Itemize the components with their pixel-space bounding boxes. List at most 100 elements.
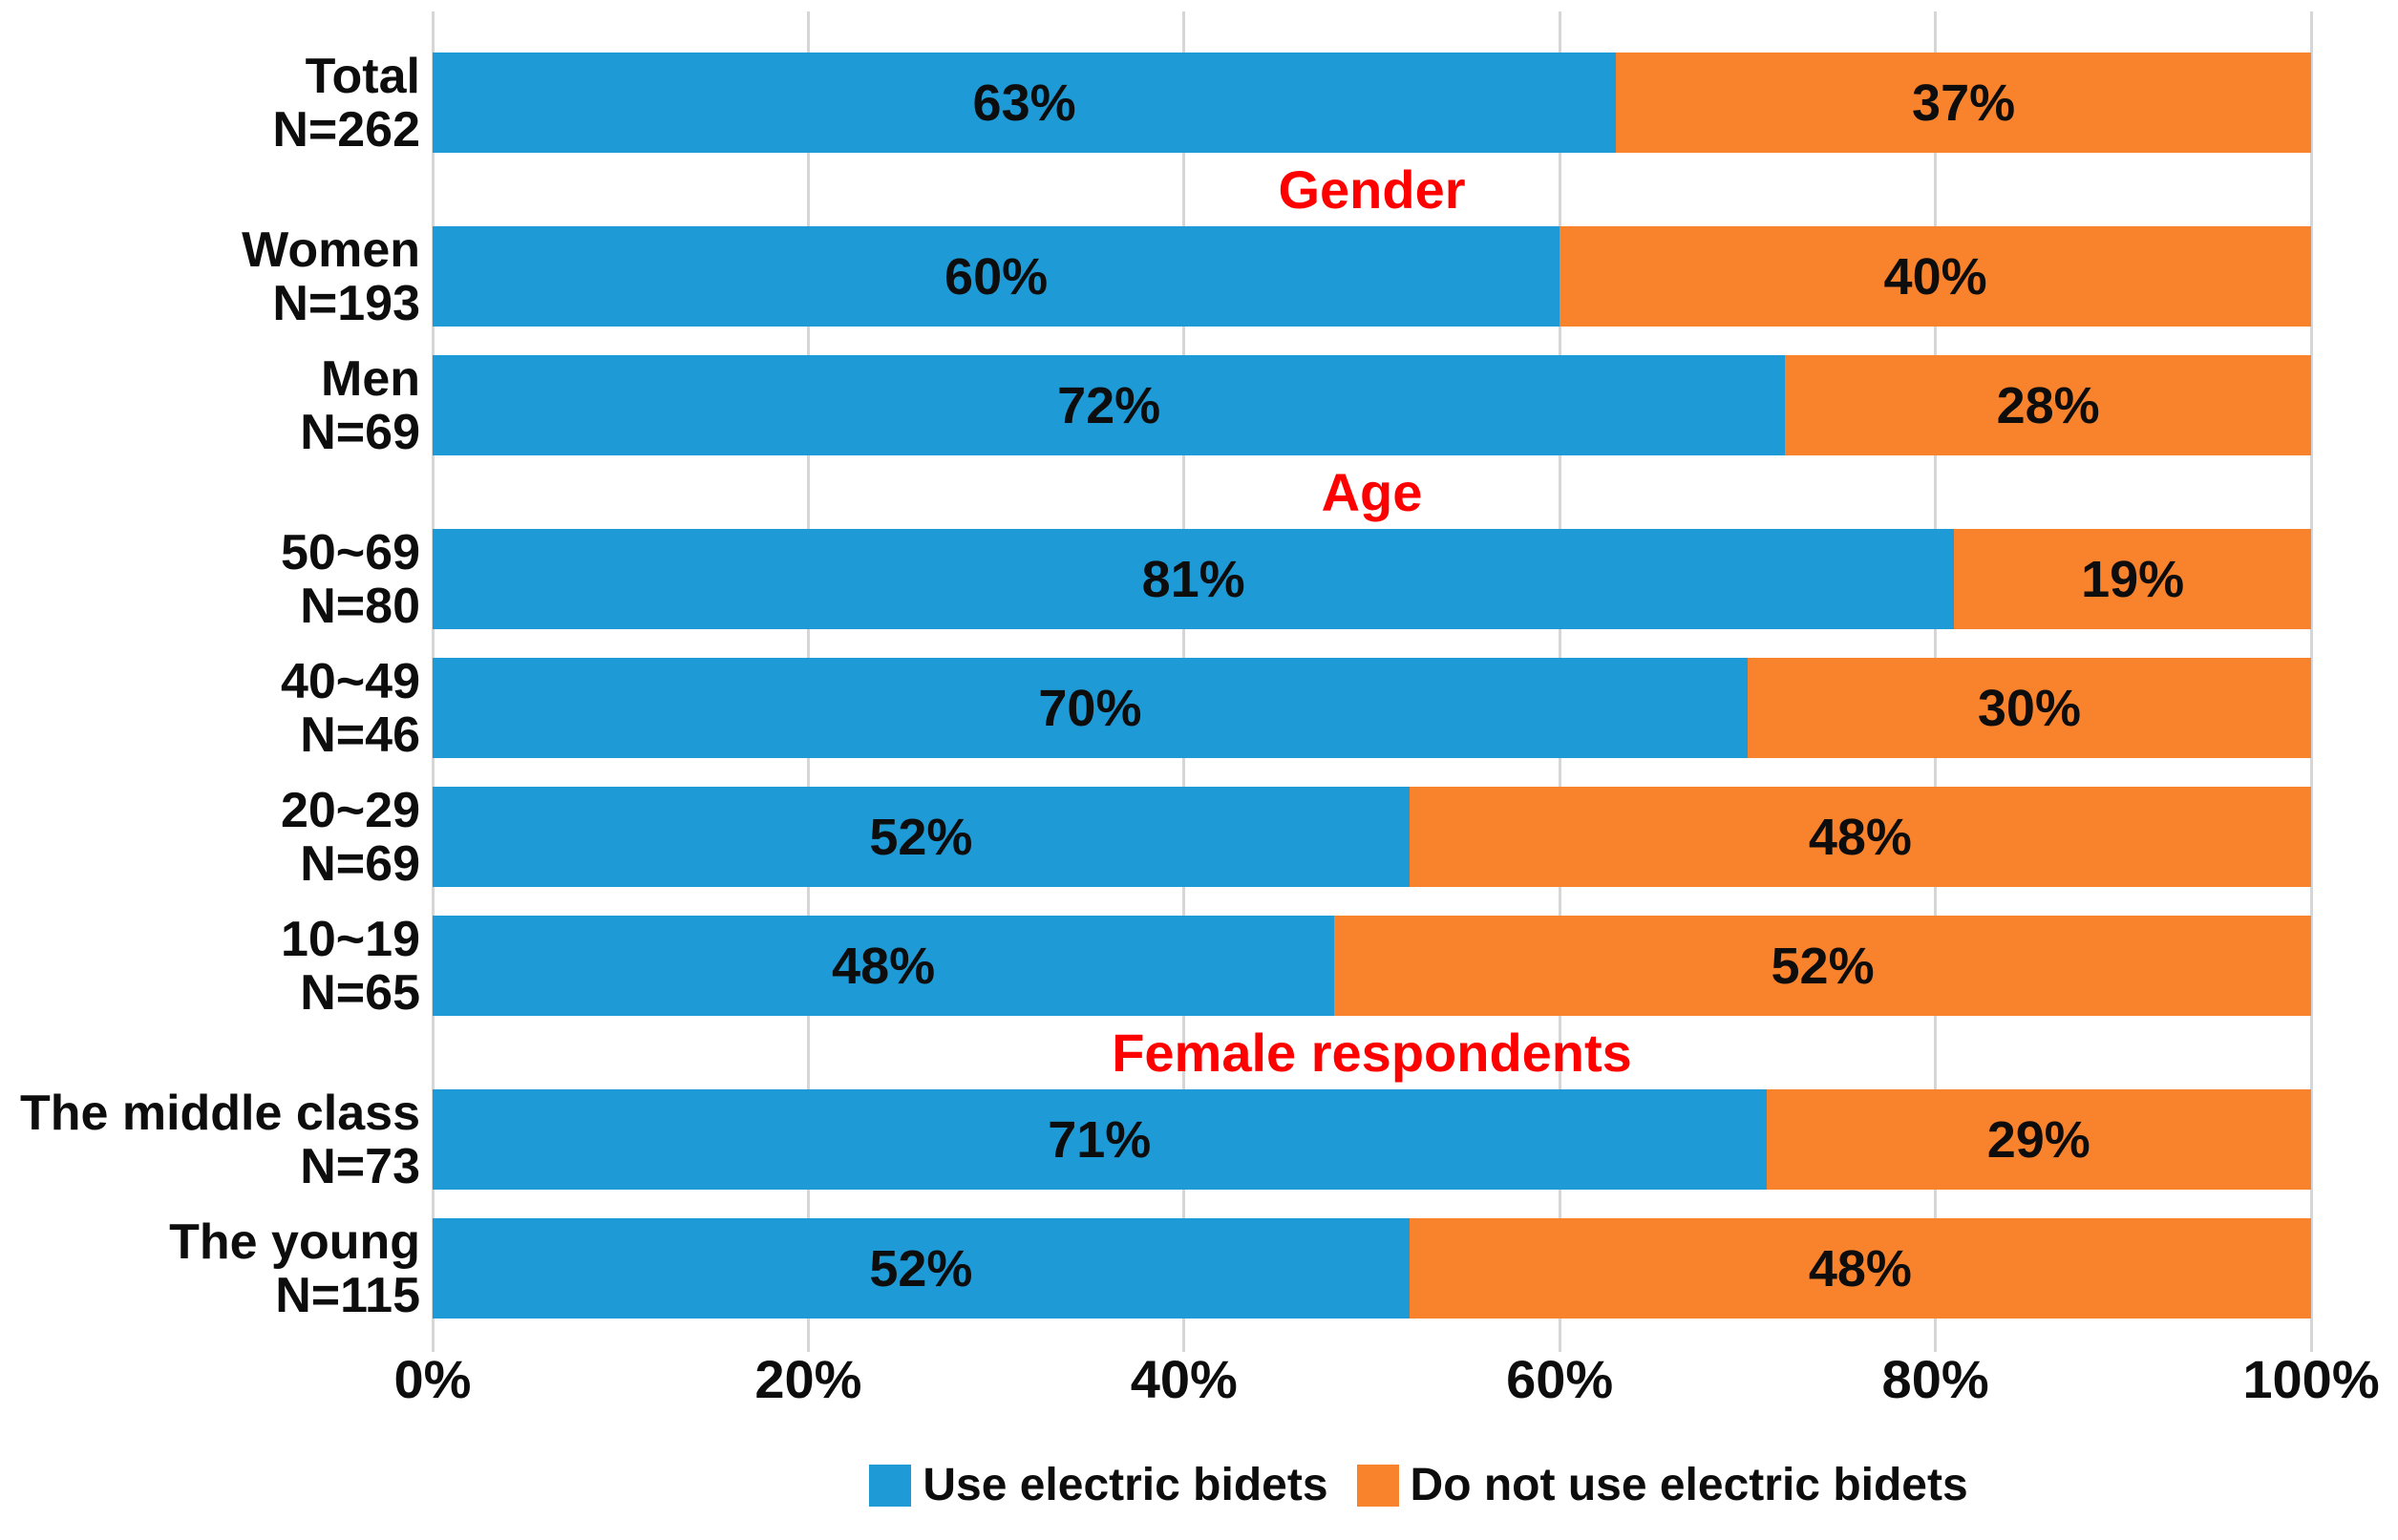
category-sample-size: N=69 [300, 835, 420, 892]
category-label: 50~69 N=80 [0, 524, 420, 633]
tick-mark-80 [1934, 1327, 1938, 1352]
category-name: 50~69 [280, 524, 420, 580]
segment-notuse-value: 30% [1977, 679, 2081, 737]
x-tick-label-20: 20% [754, 1349, 862, 1409]
x-tick-label-40: 40% [1130, 1349, 1238, 1409]
category-sample-size: N=193 [272, 275, 420, 331]
legend-item-use: Use electric bidets [869, 1460, 1328, 1511]
category-label: Total N=262 [0, 48, 420, 157]
category-sample-size: N=262 [272, 101, 420, 158]
segment-use: 71% [433, 1089, 1767, 1190]
bar-row: Total N=262 63% 37% [272, 50, 2311, 157]
segment-use: 70% [433, 658, 1748, 758]
segment-use: 52% [433, 787, 1410, 887]
x-tick-label-100: 100% [2242, 1349, 2380, 1409]
segment-notuse-value: 29% [1986, 1110, 2090, 1169]
tick-mark-40 [1182, 1327, 1186, 1352]
bar-row: Women N=193 60% 40% [242, 223, 2311, 330]
x-tick-label-0: 0% [393, 1349, 472, 1409]
tick-mark-0 [431, 1327, 435, 1352]
segment-notuse: 19% [1954, 529, 2311, 629]
category-sample-size: N=80 [300, 578, 420, 634]
segment-notuse: 30% [1747, 658, 2311, 758]
legend-swatch-use-icon [869, 1465, 912, 1507]
category-sample-size: N=73 [300, 1138, 420, 1194]
bar-row: The middle class N=73 71% 29% [20, 1086, 2311, 1193]
segment-notuse: 37% [1616, 53, 2311, 153]
category-sample-size: N=65 [300, 964, 420, 1021]
segment-use-value: 71% [1048, 1110, 1152, 1169]
category-label: 10~19 N=65 [0, 911, 420, 1020]
legend: Use electric bidets Do not use electric … [439, 1447, 2398, 1524]
category-name: Men [321, 350, 420, 407]
bar-row: 50~69 N=80 81% 19% [281, 526, 2311, 633]
category-label: Women N=193 [0, 223, 420, 331]
segment-notuse: 48% [1409, 1218, 2311, 1318]
row-gap [433, 327, 2311, 355]
bar-row: 20~29 N=69 52% 48% [281, 784, 2311, 891]
category-sample-size: N=69 [300, 404, 420, 460]
segment-notuse-value: 40% [1883, 247, 1987, 306]
x-tick-label-60: 60% [1506, 1349, 1614, 1409]
bar-row: 10~19 N=65 48% 52% [281, 913, 2311, 1020]
category-label: The middle class N=73 [0, 1085, 420, 1194]
segment-use-value: 48% [832, 937, 936, 995]
segment-use-value: 52% [869, 1239, 973, 1297]
segment-notuse-value: 48% [1808, 1239, 1912, 1297]
tick-mark-100 [2309, 1327, 2313, 1352]
segment-use-value: 63% [972, 74, 1076, 132]
category-label: 20~29 N=69 [0, 782, 420, 891]
segment-use: 52% [433, 1218, 1410, 1318]
legend-swatch-notuse-icon [1356, 1465, 1399, 1507]
segment-use-value: 81% [1141, 550, 1245, 608]
category-name: 20~29 [280, 782, 420, 838]
section-header-label: Female respondents [1112, 1022, 1632, 1083]
bar-row: Men N=69 72% 28% [300, 352, 2311, 459]
category-name: 10~19 [280, 911, 420, 967]
segment-notuse-value: 37% [1912, 74, 2016, 132]
category-label: The young N=115 [0, 1213, 420, 1322]
section-header-row: Gender [433, 153, 2311, 226]
category-sample-size: N=115 [275, 1267, 420, 1323]
section-header-label: Age [1321, 461, 1423, 522]
x-tick-label-80: 80% [1881, 1349, 1989, 1409]
category-name: The middle class [19, 1085, 420, 1141]
segment-notuse: 28% [1785, 355, 2311, 455]
segment-use: 48% [433, 916, 1335, 1016]
segment-use: 72% [433, 355, 1786, 455]
category-name: 40~49 [280, 653, 420, 709]
segment-use: 63% [433, 53, 1617, 153]
category-label: Men N=69 [0, 350, 420, 459]
gridline-100 [2309, 11, 2313, 1327]
segment-notuse: 29% [1766, 1089, 2311, 1190]
bar-rows: Total N=262 63% 37% Gender Women N=193 60% 40% Me… [20, 11, 2311, 1327]
legend-label-use: Use electric bidets [923, 1460, 1328, 1510]
section-header-label: Gender [1278, 158, 1466, 220]
bar-row: 40~49 N=46 70% 30% [281, 655, 2311, 762]
segment-use-value: 70% [1038, 679, 1142, 737]
x-axis-labels: 0% 20% 40% 60% 80% 100% [394, 1349, 2380, 1413]
bar-row: The young N=115 52% 48% [169, 1215, 2311, 1322]
section-header-row: Female respondents [433, 1016, 2311, 1089]
plot-area: Total N=262 63% 37% Gender Women N=193 60% 40% Me… [20, 11, 2313, 1327]
segment-notuse-value: 28% [1996, 376, 2100, 434]
row-gap [433, 758, 2311, 787]
segment-use: 81% [433, 529, 1955, 629]
category-label: 40~49 N=46 [0, 653, 420, 762]
row-gap [433, 887, 2311, 916]
x-axis-ticks [431, 1327, 2313, 1352]
segment-notuse: 52% [1334, 916, 2311, 1016]
segment-notuse-value: 48% [1808, 808, 1912, 866]
category-name: The young [169, 1213, 420, 1270]
segment-notuse-value: 52% [1771, 937, 1875, 995]
top-spacer [433, 11, 2311, 53]
category-name: Total [305, 48, 420, 104]
segment-use: 60% [433, 226, 1560, 327]
segment-use-value: 72% [1057, 376, 1161, 434]
segment-notuse-value: 19% [2081, 550, 2185, 608]
segment-notuse: 40% [1560, 226, 2311, 327]
legend-item-notuse: Do not use electric bidets [1356, 1460, 1968, 1511]
row-gap [433, 1190, 2311, 1218]
row-gap [433, 629, 2311, 658]
